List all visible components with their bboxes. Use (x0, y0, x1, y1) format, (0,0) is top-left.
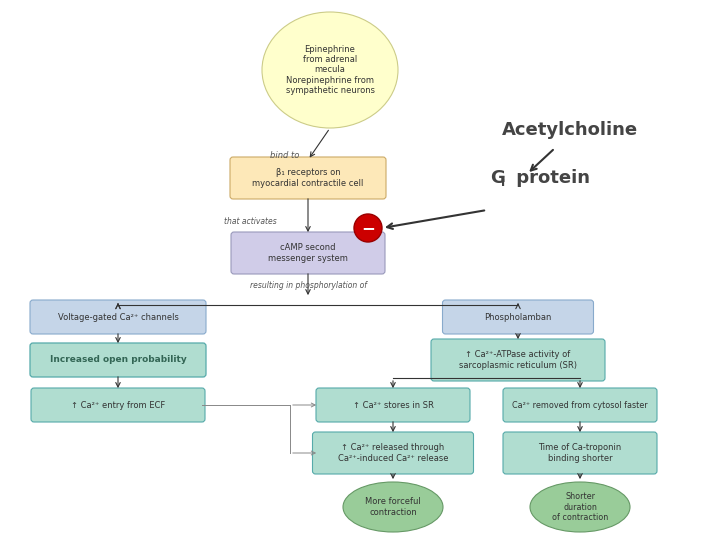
FancyBboxPatch shape (30, 343, 206, 377)
Text: G: G (490, 169, 505, 187)
Ellipse shape (530, 482, 630, 532)
Text: protein: protein (510, 169, 590, 187)
Text: ↑ Ca²⁺ released through
Ca²⁺-induced Ca²⁺ release: ↑ Ca²⁺ released through Ca²⁺-induced Ca²… (338, 443, 449, 463)
Text: Increased open probability: Increased open probability (50, 355, 186, 364)
FancyBboxPatch shape (316, 388, 470, 422)
Text: Phospholamban: Phospholamban (485, 313, 552, 321)
Text: cAMP second
messenger system: cAMP second messenger system (268, 244, 348, 262)
FancyBboxPatch shape (231, 232, 385, 274)
Text: Epinephrine
from adrenal
mecula
Norepinephrine from
sympathetic neurons: Epinephrine from adrenal mecula Norepine… (286, 45, 374, 95)
Text: Time of Ca-troponin
binding shorter: Time of Ca-troponin binding shorter (539, 443, 621, 463)
Text: More forceful
contraction: More forceful contraction (365, 497, 421, 517)
Circle shape (354, 214, 382, 242)
Text: Voltage-gated Ca²⁺ channels: Voltage-gated Ca²⁺ channels (58, 313, 179, 321)
Text: resulting in phosphorylation of: resulting in phosphorylation of (250, 281, 366, 291)
Ellipse shape (262, 12, 398, 128)
Text: β₁ receptors on
myocardial contractile cell: β₁ receptors on myocardial contractile c… (252, 168, 364, 188)
FancyBboxPatch shape (443, 300, 593, 334)
FancyBboxPatch shape (31, 388, 205, 422)
Text: −: − (361, 219, 375, 237)
Text: bind to: bind to (270, 151, 300, 159)
Text: Acetylcholine: Acetylcholine (502, 121, 638, 139)
FancyBboxPatch shape (503, 432, 657, 474)
Text: ↑ Ca²⁺ stores in SR: ↑ Ca²⁺ stores in SR (353, 401, 433, 409)
Ellipse shape (343, 482, 443, 532)
FancyBboxPatch shape (312, 432, 474, 474)
Text: ↑ Ca²⁺ entry from ECF: ↑ Ca²⁺ entry from ECF (71, 401, 165, 409)
Text: Ca²⁺ removed from cytosol faster: Ca²⁺ removed from cytosol faster (512, 401, 648, 409)
Text: ↑ Ca²⁺-ATPase activity of
sarcoplasmic reticulum (SR): ↑ Ca²⁺-ATPase activity of sarcoplasmic r… (459, 350, 577, 370)
Text: Shorter
duration
of contraction: Shorter duration of contraction (552, 492, 608, 522)
FancyBboxPatch shape (30, 300, 206, 334)
FancyBboxPatch shape (230, 157, 386, 199)
Text: that activates: that activates (224, 218, 276, 226)
Text: i: i (501, 177, 505, 190)
FancyBboxPatch shape (503, 388, 657, 422)
FancyBboxPatch shape (431, 339, 605, 381)
